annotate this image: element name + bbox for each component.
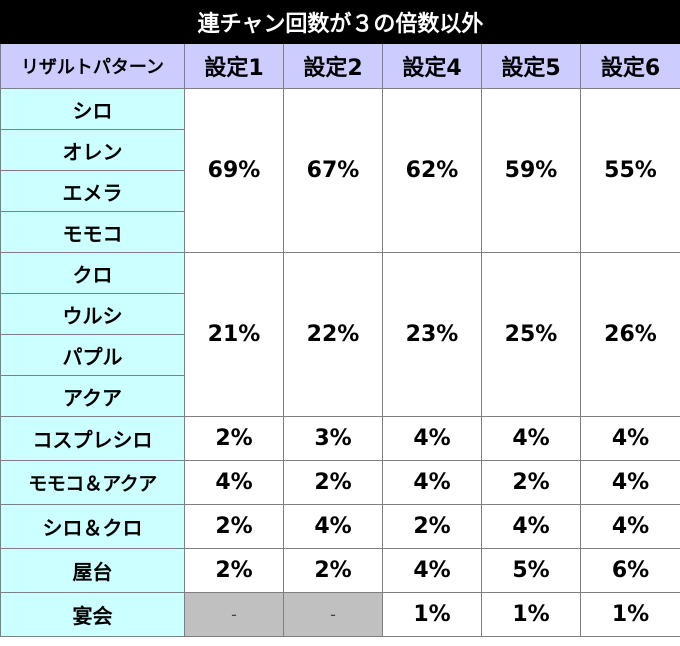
- value-cell: 6%: [580, 548, 680, 593]
- value-cell: 2%: [481, 460, 581, 505]
- value-cell: 2%: [382, 504, 482, 549]
- not-applicable-cell: -: [184, 592, 284, 637]
- title-row: 連チャン回数が３の倍数以外: [0, 0, 680, 44]
- group-value-cell: 21%: [184, 252, 284, 417]
- pattern-label: ウルシ: [0, 293, 185, 335]
- value-cell: 2%: [184, 548, 284, 593]
- value-cell: 4%: [184, 460, 284, 505]
- table-row: コスプレシロ 2% 3% 4% 4% 4%: [0, 416, 680, 461]
- setting-2-header: 設定2: [283, 43, 383, 89]
- value-cell: 2%: [283, 548, 383, 593]
- pattern-label: 宴会: [0, 592, 185, 637]
- pattern-label: モモコ: [0, 211, 185, 253]
- table-row: シロ＆クロ 2% 4% 2% 4% 4%: [0, 504, 680, 549]
- table-row: パプル: [0, 334, 680, 376]
- value-cell: 4%: [382, 548, 482, 593]
- header-row: リザルトパターン 設定1 設定2 設定4 設定5 設定6: [0, 43, 680, 89]
- value-cell: 2%: [283, 460, 383, 505]
- pattern-label: パプル: [0, 334, 185, 376]
- setting-5-header: 設定5: [481, 43, 581, 89]
- group-value-cell: 26%: [580, 252, 680, 417]
- group-value-cell: 55%: [580, 88, 680, 253]
- table-row: モモコ＆アクア 4% 2% 4% 2% 4%: [0, 460, 680, 505]
- value-cell: 4%: [481, 416, 581, 461]
- table-row: ウルシ: [0, 293, 680, 335]
- pattern-label: シロ: [0, 88, 185, 130]
- value-cell: 4%: [580, 416, 680, 461]
- table-title: 連チャン回数が３の倍数以外: [0, 0, 680, 44]
- value-cell: 4%: [580, 504, 680, 549]
- pattern-label: シロ＆クロ: [0, 504, 185, 549]
- table-row: 屋台 2% 2% 4% 5% 6%: [0, 548, 680, 593]
- group-value-cell: 59%: [481, 88, 581, 253]
- not-applicable-cell: -: [283, 592, 383, 637]
- pattern-label: 屋台: [0, 548, 185, 593]
- value-cell: 4%: [481, 504, 581, 549]
- value-cell: 1%: [580, 592, 680, 637]
- table-row: アクア: [0, 375, 680, 417]
- pattern-label: アクア: [0, 375, 185, 417]
- table-row: シロ 69% 67% 62% 59% 55%: [0, 88, 680, 253]
- pattern-label: エメラ: [0, 170, 185, 212]
- value-cell: 1%: [382, 592, 482, 637]
- value-cell: 2%: [184, 504, 284, 549]
- table-row: 宴会 - - 1% 1% 1%: [0, 592, 680, 637]
- pattern-label: モモコ＆アクア: [0, 460, 185, 505]
- table-row: オレン: [0, 129, 680, 171]
- group-value-cell: 62%: [382, 88, 482, 253]
- group-value-cell: 69%: [184, 88, 284, 253]
- table-row: エメラ: [0, 170, 680, 212]
- group-value-cell: 67%: [283, 88, 383, 253]
- setting-4-header: 設定4: [382, 43, 482, 89]
- group-value-cell: 22%: [283, 252, 383, 417]
- setting-6-header: 設定6: [580, 43, 680, 89]
- setting-1-header: 設定1: [184, 43, 284, 89]
- value-cell: 4%: [580, 460, 680, 505]
- value-cell: 2%: [184, 416, 284, 461]
- value-cell: 4%: [283, 504, 383, 549]
- table-row: クロ 21% 22% 23% 25% 26%: [0, 252, 680, 417]
- group-value-cell: 25%: [481, 252, 581, 417]
- value-cell: 3%: [283, 416, 383, 461]
- value-cell: 4%: [382, 460, 482, 505]
- pattern-label: クロ: [0, 252, 185, 294]
- value-cell: 5%: [481, 548, 581, 593]
- pattern-column-header: リザルトパターン: [0, 43, 185, 89]
- pattern-label: コスプレシロ: [0, 416, 185, 461]
- value-cell: 1%: [481, 592, 581, 637]
- pattern-label: オレン: [0, 129, 185, 171]
- group-value-cell: 23%: [382, 252, 482, 417]
- value-cell: 4%: [382, 416, 482, 461]
